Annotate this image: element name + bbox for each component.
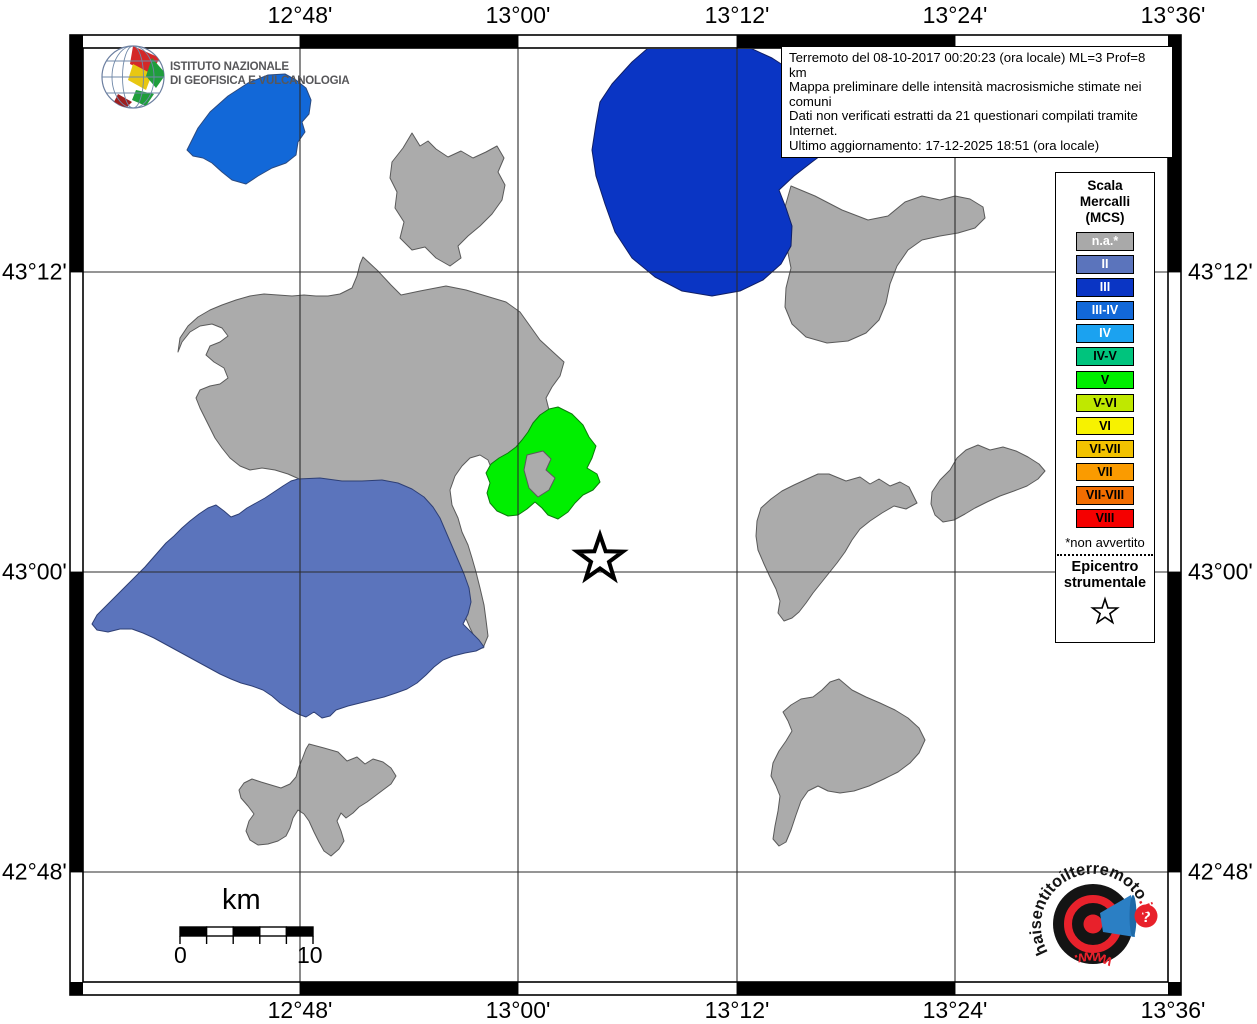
legend-swatch-na: n.a.* xyxy=(1076,232,1134,251)
haisentitoilterremoto-logo: ? haisentitoilterremoto.it www. xyxy=(1027,860,1158,971)
axis-label-top: 13°12' xyxy=(704,2,770,28)
ingv-logo-line2: DI GEOFISICA E VULCANOLOGIA xyxy=(170,75,350,87)
graticule xyxy=(70,35,1181,995)
mcs-intensity-legend: Scala Mercalli (MCS) n.a.* II III III-IV… xyxy=(1055,172,1155,643)
logo-center-dot xyxy=(1083,914,1103,934)
legend-swatch-vi: VI xyxy=(1076,416,1134,436)
question-badge xyxy=(1134,904,1158,928)
ingv-logo-text: ISTITUTO NAZIONALE DI GEOFISICA E VULCAN… xyxy=(170,60,350,88)
legend-swatch-iv-v: IV-V xyxy=(1076,347,1134,366)
epicenter-star-icon xyxy=(571,528,629,584)
ingv-globe-icon xyxy=(101,45,165,109)
axis-label-right: 43°12' xyxy=(1188,258,1253,285)
axis-label-right: 42°48' xyxy=(1188,858,1253,885)
axis-label-top: 12°48' xyxy=(267,2,333,28)
legend-swatch-ii: II xyxy=(1076,255,1134,274)
municipality-layer xyxy=(91,49,1046,857)
earthquake-info-box: Terremoto del 08-10-2017 00:20:23 (ora l… xyxy=(781,46,1173,159)
municipality-polygon-northeast-gray xyxy=(782,185,986,344)
map-frame xyxy=(69,34,1182,996)
axis-label-left: 43°00' xyxy=(2,558,67,585)
municipality-polygon-bottomcenter-gray xyxy=(238,743,397,857)
legend-swatch-vii-viii: VII-VIII xyxy=(1076,486,1134,505)
axis-label-top: 13°00' xyxy=(485,2,551,28)
axis-label-bottom: 13°12' xyxy=(704,997,770,1023)
legend-swatch-iv: IV xyxy=(1076,324,1134,343)
axis-label-right: 43°00' xyxy=(1188,558,1253,585)
axis-label-bottom: 13°24' xyxy=(922,997,988,1023)
logo-www-text: www. xyxy=(1072,948,1116,971)
municipality-polygon-east-gray xyxy=(930,444,1046,523)
legend-swatches: n.a.* II III III-IV IV IV-V V V-VI VI VI… xyxy=(1076,232,1134,528)
municipality-polygon-north-gray xyxy=(389,132,506,267)
legend-title: Mercalli xyxy=(1079,194,1131,209)
legend-swatch-v-vi: V-VI xyxy=(1076,393,1134,413)
axis-label-bottom: 13°36' xyxy=(1140,997,1206,1023)
legend-title: Scala xyxy=(1087,178,1123,193)
info-line-updated: Ultimo aggiornamento: 17-12-2025 18:51 (… xyxy=(789,137,1100,153)
legend-epicenter-label: Epicentro strumentale xyxy=(1063,558,1147,592)
legend-swatch-viii: VIII xyxy=(1076,509,1134,528)
legend-swatch-iii-iv: III-IV xyxy=(1076,301,1134,320)
scale-bar-unit: km xyxy=(222,884,261,916)
legend-title: (MCS) xyxy=(1085,210,1125,225)
legend-swatch-vii: VII xyxy=(1076,462,1134,482)
scale-bar xyxy=(179,926,314,944)
axis-label-left: 43°12' xyxy=(2,258,67,285)
megaphone-icon xyxy=(1100,895,1135,937)
municipality-polygon-intensity-ii xyxy=(91,477,485,719)
legend-footnote: *non avvertito xyxy=(1065,534,1145,550)
info-line-data: Dati non verificati estratti da 21 quest… xyxy=(789,108,1138,138)
megaphone-mouth xyxy=(1129,895,1137,937)
legend-star-icon xyxy=(1090,596,1120,625)
legend-swatch-v: V xyxy=(1076,370,1134,390)
municipality-polygon-bottomright-gray xyxy=(770,678,926,847)
info-line-event: Terremoto del 08-10-2017 00:20:23 (ora l… xyxy=(789,50,1146,80)
axis-label-top: 13°36' xyxy=(1140,2,1206,28)
info-line-map: Mappa preliminare delle intensità macros… xyxy=(789,79,1142,109)
legend-swatch-iii: III xyxy=(1076,278,1134,297)
question-mark-icon: ? xyxy=(1141,909,1151,926)
municipality-polygon-wedge-gray xyxy=(523,450,556,498)
ingv-logo-line1: ISTITUTO NAZIONALE xyxy=(170,61,289,73)
legend-divider xyxy=(1057,553,1153,556)
scale-bar-end: 10 xyxy=(297,942,323,968)
municipality-polygon-rightcenter-gray xyxy=(755,473,918,622)
municipality-polygon-intensity-iii-iv xyxy=(186,73,312,185)
axis-label-left: 42°48' xyxy=(2,858,67,885)
legend-swatch-vi-vii: VI-VII xyxy=(1076,439,1134,459)
scale-bar-start: 0 xyxy=(174,942,187,968)
axis-label-bottom: 12°48' xyxy=(267,997,333,1023)
axis-label-top: 13°24' xyxy=(922,2,988,28)
axis-label-bottom: 13°00' xyxy=(485,997,551,1023)
